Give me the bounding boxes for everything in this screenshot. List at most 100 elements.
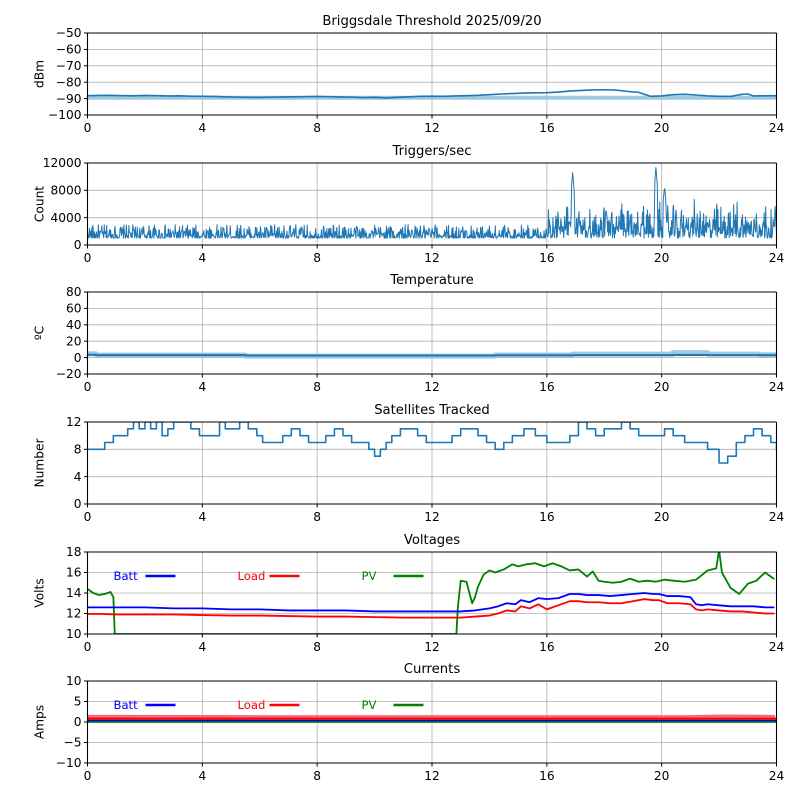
legend-label-batt: Batt <box>114 569 139 583</box>
legend-label-batt: Batt <box>114 698 139 712</box>
legend-label-pv: PV <box>362 698 377 712</box>
y-tick-label: 60 <box>66 302 82 316</box>
x-tick-label: 8 <box>313 251 321 265</box>
y-tick-label: 10 <box>66 627 82 641</box>
y-tick-label: 4000 <box>50 211 81 225</box>
legend-label-load: Load <box>238 569 266 583</box>
panel-satellites-tracked <box>84 421 778 508</box>
x-tick-label: 8 <box>313 510 321 524</box>
y-tick-label: −20 <box>56 367 82 381</box>
panel-title-satellites-tracked: Satellites Tracked <box>374 403 490 418</box>
x-tick-label: 24 <box>769 769 785 783</box>
series-line-number <box>87 422 777 464</box>
series-line-ambient <box>87 353 777 357</box>
y-tick-label: 16 <box>66 566 82 580</box>
panel-signal-strength <box>84 32 778 119</box>
x-tick-label: 20 <box>654 121 670 135</box>
y-tick-label: 0 <box>74 351 82 365</box>
x-tick-label: 12 <box>424 640 440 654</box>
x-tick-label: 24 <box>769 121 785 135</box>
x-tick-label: 20 <box>654 510 670 524</box>
y-axis-label-temperature: ºC <box>33 326 47 340</box>
x-tick-label: 0 <box>84 251 92 265</box>
y-tick-label: −90 <box>56 92 82 106</box>
y-axis-label-satellites-tracked: Number <box>33 438 47 488</box>
series-line-pv <box>87 552 775 634</box>
panel-triggers-per-sec <box>84 162 778 249</box>
panel-temperature <box>84 291 778 378</box>
x-tick-label: 0 <box>84 510 92 524</box>
y-tick-label: 8 <box>74 443 82 457</box>
legend-label-pv: PV <box>362 569 377 583</box>
x-tick-label: 0 <box>84 769 92 783</box>
legend-label-load: Load <box>238 698 266 712</box>
x-tick-label: 0 <box>84 640 92 654</box>
data-layer-satellites-tracked <box>87 422 777 464</box>
panel-currents: Batt Load PV <box>84 680 778 767</box>
legend-voltages: Batt Load PV <box>114 569 424 583</box>
x-tick-label: 8 <box>313 769 321 783</box>
y-axis-label-voltages: Volts <box>33 578 47 607</box>
y-tick-label: −100 <box>48 108 81 122</box>
x-tick-label: 12 <box>424 380 440 394</box>
legend-currents: Batt Load PV <box>114 698 424 712</box>
x-tick-label: 16 <box>539 380 555 394</box>
x-tick-label: 12 <box>424 769 440 783</box>
y-tick-label: 10 <box>66 674 82 688</box>
data-layer-currents <box>87 714 777 723</box>
y-tick-label: 0 <box>74 715 82 729</box>
x-tick-label: 8 <box>313 121 321 135</box>
x-tick-label: 24 <box>769 510 785 524</box>
x-tick-label: 16 <box>539 769 555 783</box>
y-tick-label: 0 <box>74 238 82 252</box>
y-axis-label-signal-strength: dBm <box>33 60 47 88</box>
y-tick-label: −10 <box>56 756 82 770</box>
series-line-batt <box>87 592 775 613</box>
series-line-batt <box>87 714 776 719</box>
y-tick-label: −70 <box>56 59 82 73</box>
panel-title-currents: Currents <box>404 662 461 677</box>
series-line-signal <box>87 88 777 99</box>
y-axis-label-triggers-per-sec: Count <box>33 186 47 222</box>
y-tick-label: 20 <box>66 334 82 348</box>
x-tick-label: 16 <box>539 121 555 135</box>
x-tick-label: 12 <box>424 121 440 135</box>
y-tick-label: −80 <box>56 75 82 89</box>
y-tick-label: 5 <box>74 695 82 709</box>
y-tick-label: 80 <box>66 285 82 299</box>
x-tick-label: 4 <box>198 769 206 783</box>
data-layer-signal-strength <box>87 88 777 100</box>
x-tick-label: 20 <box>654 640 670 654</box>
data-layer-temperature <box>87 350 777 359</box>
x-tick-label: 4 <box>198 251 206 265</box>
x-tick-label: 16 <box>539 640 555 654</box>
y-tick-label: −50 <box>56 26 82 40</box>
x-tick-label: 20 <box>654 380 670 394</box>
x-tick-label: 20 <box>654 251 670 265</box>
panel-title-voltages: Voltages <box>404 533 460 548</box>
series-line-count <box>87 167 777 239</box>
x-tick-label: 0 <box>84 380 92 394</box>
data-layer-voltages <box>87 552 775 634</box>
x-tick-label: 24 <box>769 640 785 654</box>
x-tick-label: 0 <box>84 121 92 135</box>
x-tick-label: 4 <box>198 380 206 394</box>
y-tick-label: 12 <box>66 607 82 621</box>
panel-voltages: Batt Load PV <box>84 551 778 638</box>
y-tick-label: 12000 <box>43 156 82 170</box>
x-tick-label: 16 <box>539 510 555 524</box>
x-tick-label: 4 <box>198 510 206 524</box>
y-tick-label: −60 <box>56 43 82 57</box>
y-tick-label: 8000 <box>50 184 81 198</box>
x-tick-label: 12 <box>424 251 440 265</box>
x-tick-label: 8 <box>313 380 321 394</box>
x-tick-label: 8 <box>313 640 321 654</box>
y-tick-label: −5 <box>64 736 82 750</box>
y-tick-label: 4 <box>74 470 82 484</box>
x-tick-label: 12 <box>424 510 440 524</box>
y-axis-label-currents: Amps <box>33 705 47 739</box>
series-line-load <box>87 598 775 619</box>
x-tick-label: 24 <box>769 380 785 394</box>
